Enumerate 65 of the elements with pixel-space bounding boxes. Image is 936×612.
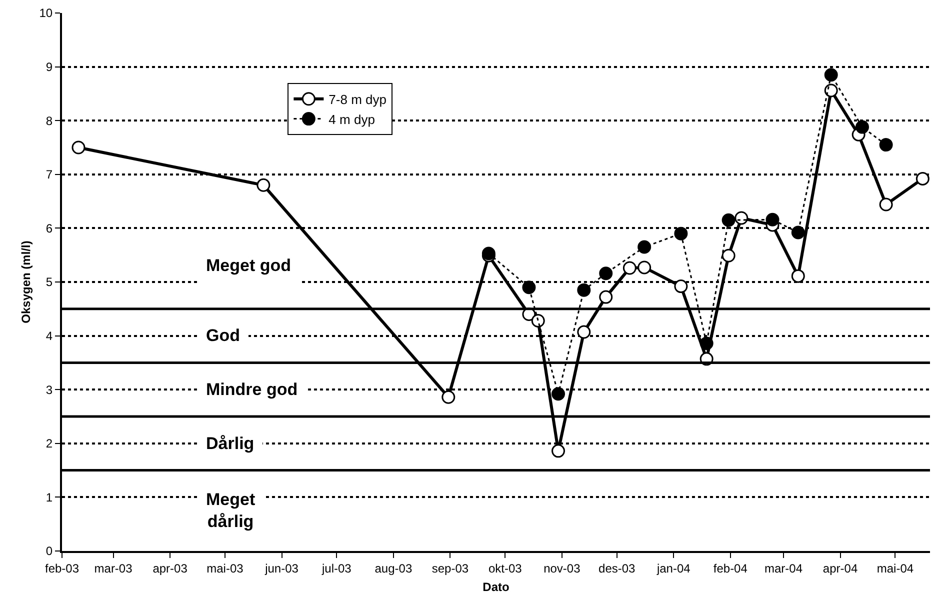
x-tick-label: apr-03 <box>152 561 188 576</box>
point <box>879 198 893 212</box>
y-axis-title: Oksygen (ml/l) <box>19 240 34 324</box>
x-tick-label: nov-03 <box>544 561 581 576</box>
point <box>824 68 838 82</box>
x-tick-label: apr-04 <box>822 561 858 576</box>
point <box>552 444 566 458</box>
point <box>674 280 688 294</box>
annotation: Meget dårlig <box>206 490 256 532</box>
x-tick-label: jan-04 <box>656 561 691 576</box>
point <box>577 325 591 339</box>
x-tick-label: mar-03 <box>94 561 133 576</box>
y-tick-label: 9 <box>46 60 53 74</box>
point <box>638 260 652 274</box>
point <box>599 290 613 304</box>
y-tick-label: 7 <box>46 168 53 182</box>
point <box>700 336 714 350</box>
annotation: Dårlig <box>206 434 254 453</box>
point <box>879 138 893 152</box>
x-tick-label: mar-04 <box>764 561 803 576</box>
annotation: Meget god <box>206 256 291 275</box>
x-tick-label: okt-03 <box>488 561 522 576</box>
y-tick-label: 5 <box>46 275 53 290</box>
point <box>791 226 805 240</box>
point <box>722 248 736 262</box>
y-tick-label: 8 <box>46 114 53 128</box>
point <box>522 280 536 294</box>
y-tick-label: 3 <box>46 382 53 397</box>
y-tick-label: 4 <box>46 329 53 343</box>
point <box>552 387 566 401</box>
point <box>791 269 805 283</box>
x-tick-label: aug-03 <box>374 561 412 576</box>
annotation: Mindre god <box>206 380 298 399</box>
point <box>442 390 456 404</box>
point <box>916 172 930 186</box>
x-tick-label: feb-04 <box>713 561 748 576</box>
point <box>766 212 780 226</box>
point <box>674 226 688 240</box>
point <box>72 140 86 154</box>
point <box>599 266 613 280</box>
point <box>734 211 748 225</box>
point <box>531 314 545 328</box>
y-tick-label: 2 <box>46 436 53 451</box>
x-tick-label: jun-03 <box>264 561 299 576</box>
y-tick-label: 1 <box>46 490 53 504</box>
point <box>722 213 736 227</box>
x-tick-label: des-03 <box>598 561 636 576</box>
y-tick-label: 10 <box>39 6 53 20</box>
annotation: God <box>206 326 240 345</box>
point <box>622 261 636 275</box>
y-tick-label: 0 <box>46 544 53 558</box>
y-tick-label: 6 <box>46 221 53 236</box>
legend-label: 7-8 m dyp <box>328 92 386 107</box>
x-tick-label: feb-03 <box>44 561 80 576</box>
legend-label: 4 m dyp <box>328 112 375 127</box>
x-tick-label: jul-03 <box>321 561 352 576</box>
point <box>824 84 838 98</box>
x-tick-label: mai-03 <box>206 561 244 576</box>
point <box>855 120 869 134</box>
point <box>256 178 270 192</box>
x-tick-label: sep-03 <box>432 561 469 576</box>
point <box>638 240 652 254</box>
point <box>577 283 591 297</box>
x-axis-title: Dato <box>482 580 510 594</box>
x-tick-label: mai-04 <box>876 561 914 576</box>
